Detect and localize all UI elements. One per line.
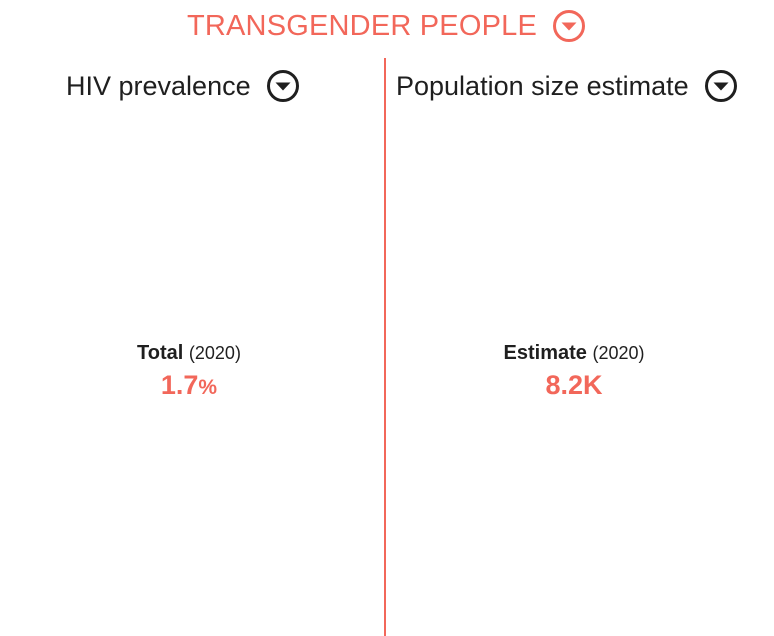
hiv-prevalence-title: HIV prevalence xyxy=(66,70,251,101)
stat-label-line: Total (2020) xyxy=(0,340,378,366)
stat-value: 8.2K xyxy=(386,370,762,403)
hiv-prevalence-dropdown-button[interactable] xyxy=(265,68,301,104)
stat-year: (2020) xyxy=(188,343,241,363)
stat-label: Estimate xyxy=(503,342,587,364)
stat-value-number: 1.7 xyxy=(160,370,199,400)
population-size-header: Population size estimate xyxy=(386,68,774,104)
population-size-panel: Population size estimate Estimate (2020)… xyxy=(386,58,774,636)
stat-label: Total xyxy=(137,342,184,364)
population-group-header: TRANSGENDER PEOPLE xyxy=(0,6,774,46)
hiv-prevalence-stat: Total (2020) 1.7% xyxy=(0,340,378,403)
stat-label-line: Estimate (2020) xyxy=(386,340,762,366)
population-group-title: TRANSGENDER PEOPLE xyxy=(186,9,538,42)
population-group-dropdown-button[interactable] xyxy=(551,8,587,44)
population-size-dropdown-button[interactable] xyxy=(703,68,739,104)
stat-value-number: 8.2K xyxy=(545,370,603,400)
hiv-prevalence-header: HIV prevalence xyxy=(0,68,384,104)
population-size-stat: Estimate (2020) 8.2K xyxy=(386,340,762,403)
panel-divider xyxy=(384,58,386,636)
chevron-down-circle-icon xyxy=(553,10,586,42)
chevron-down-circle-icon xyxy=(704,70,737,102)
stat-value: 1.7% xyxy=(0,370,378,403)
chevron-down-circle-icon xyxy=(266,70,299,102)
stat-year: (2020) xyxy=(592,343,645,363)
hiv-prevalence-panel: HIV prevalence Total (2020) 1.7% xyxy=(0,58,384,636)
population-size-title: Population size estimate xyxy=(396,70,689,101)
stat-value-unit: % xyxy=(198,376,218,399)
